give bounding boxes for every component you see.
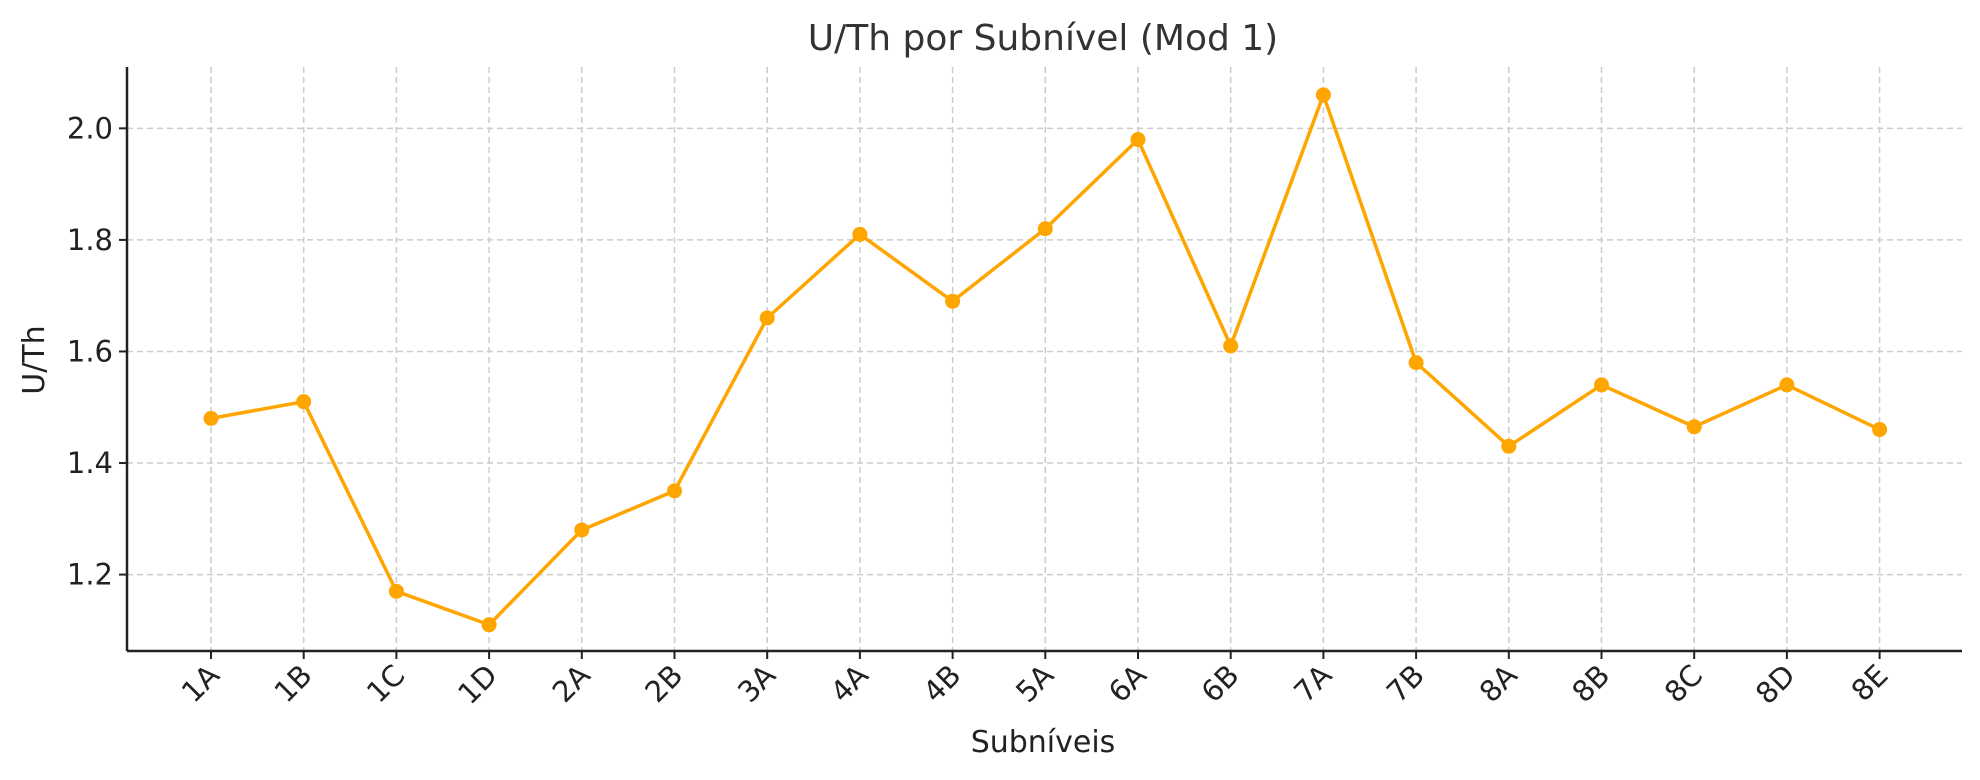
x-tick-label: 1B <box>267 658 318 709</box>
data-point <box>296 394 312 410</box>
series <box>203 87 1888 633</box>
y-ticks: 1.2 1.4 1.6 1.8 2.0 <box>67 111 127 592</box>
x-tick-label: 1C <box>360 658 411 709</box>
x-ticks: 1A 1B 1C 1D 2A 2B 3A 4A 4B 5A 6A 6B 7A 7B 8A 8B 8C 8D 8E <box>175 651 1895 711</box>
x-tick-label: 4B <box>916 658 967 709</box>
data-point <box>574 522 590 538</box>
y-axis-label: U/Th <box>17 325 52 394</box>
x-tick-label: 1A <box>175 658 226 709</box>
data-point <box>1037 221 1053 237</box>
data-point <box>1779 377 1795 393</box>
x-tick-label: 1D <box>451 658 504 711</box>
data-point <box>759 310 775 326</box>
x-tick-label: 5A <box>1009 658 1060 709</box>
x-tick-label: 7A <box>1287 658 1338 709</box>
data-point <box>481 617 497 633</box>
y-tick-label: 1.2 <box>67 558 113 592</box>
y-tick-label: 2.0 <box>67 111 113 145</box>
y-tick-label: 1.8 <box>67 223 113 257</box>
data-point <box>1501 438 1517 454</box>
chart-title: U/Th por Subnível (Mod 1) <box>808 18 1278 59</box>
x-tick-label: 7B <box>1380 658 1431 709</box>
data-point <box>667 483 682 499</box>
x-tick-label: 8A <box>1473 658 1524 709</box>
x-tick-label: 8C <box>1658 658 1709 709</box>
grid <box>127 67 1962 651</box>
data-point <box>1315 87 1331 103</box>
x-tick-label: 8E <box>1844 658 1894 708</box>
x-tick-label: 2B <box>638 658 689 709</box>
data-point <box>1872 422 1888 438</box>
data-point <box>1130 132 1146 148</box>
data-point <box>1686 419 1702 435</box>
x-tick-label: 4A <box>824 658 875 709</box>
x-tick-label: 6A <box>1102 658 1153 709</box>
x-axis-label: Subníveis <box>971 725 1116 760</box>
x-tick-label: 2A <box>546 658 597 709</box>
x-tick-label: 6B <box>1194 658 1245 709</box>
data-point <box>852 226 868 242</box>
x-tick-label: 8B <box>1565 658 1616 709</box>
axes <box>125 67 1962 653</box>
x-tick-label: 3A <box>731 658 782 709</box>
data-point <box>945 293 961 309</box>
data-point <box>1223 338 1239 354</box>
data-point <box>1594 377 1609 393</box>
data-point <box>203 410 219 426</box>
x-tick-label: 8D <box>1749 658 1802 711</box>
y-tick-label: 1.6 <box>67 334 113 368</box>
y-tick-label: 1.4 <box>67 446 113 480</box>
data-point <box>1408 355 1424 371</box>
data-point <box>388 583 404 599</box>
